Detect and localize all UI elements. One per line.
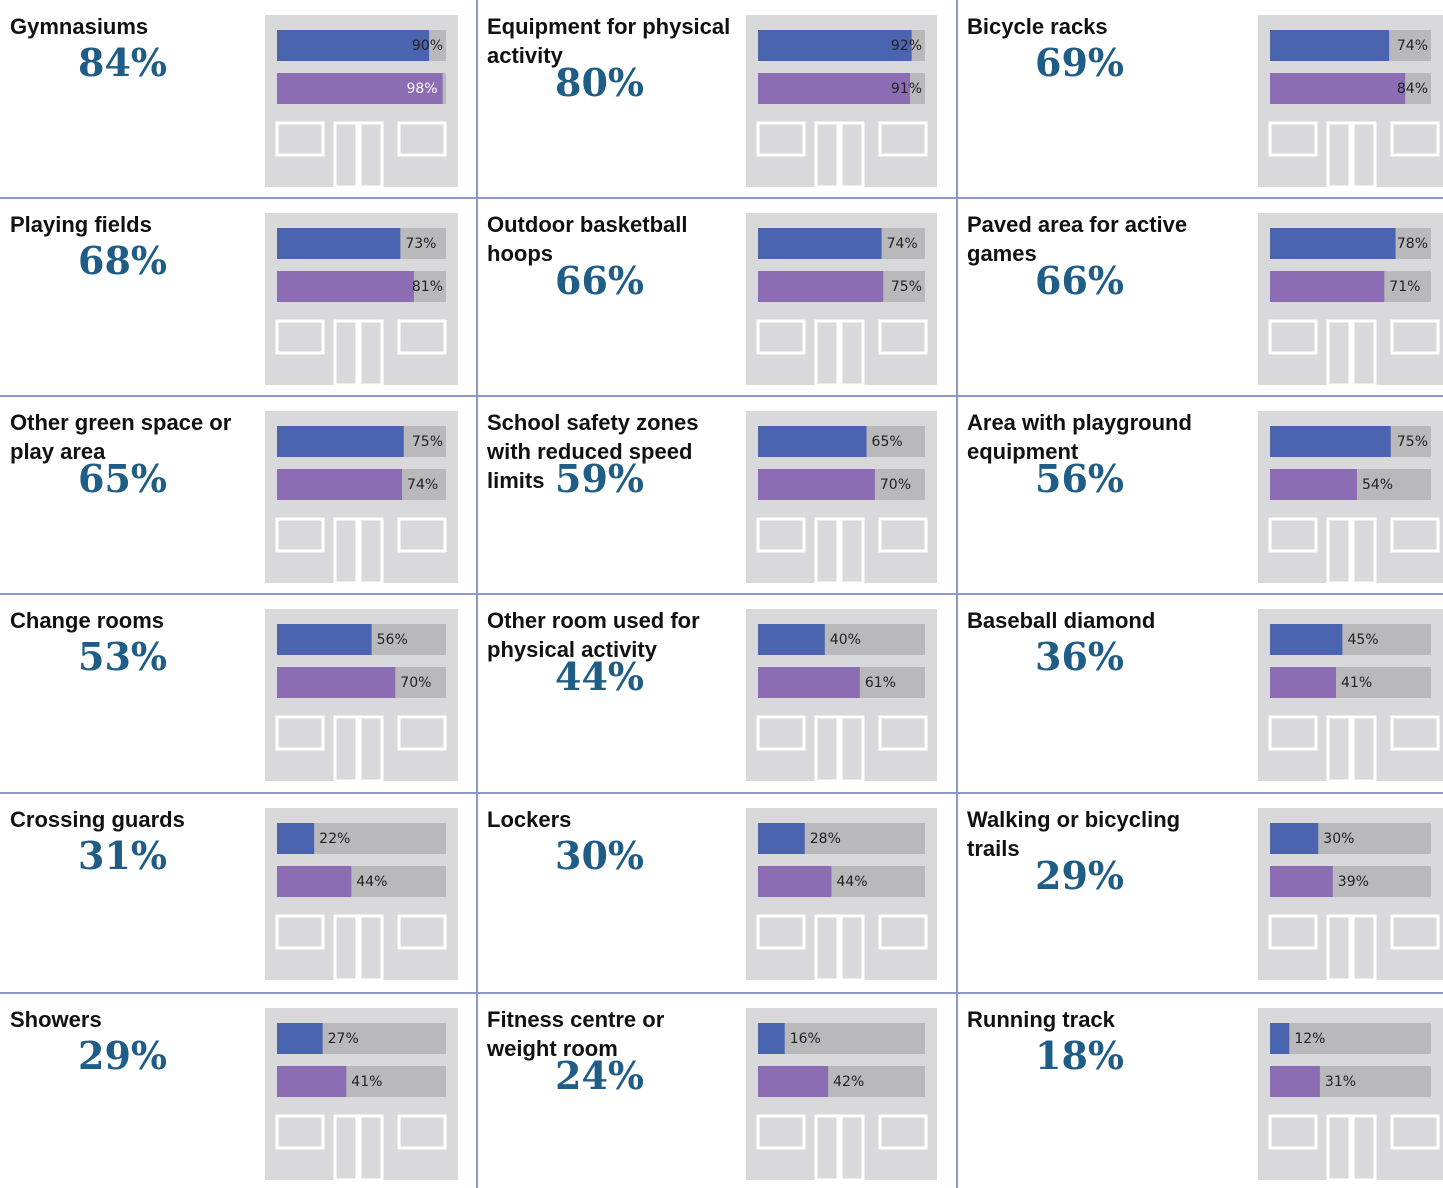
bar <box>1270 823 1318 854</box>
headline-value: 68% <box>78 238 167 283</box>
value-label: 75% <box>891 279 922 295</box>
value-label: 92% <box>891 38 922 54</box>
bar <box>277 866 351 897</box>
bar <box>758 30 912 61</box>
bar <box>1270 1066 1320 1097</box>
bar <box>758 469 875 500</box>
bar <box>758 667 860 698</box>
bar <box>758 1066 828 1097</box>
panel-title: Change rooms <box>10 606 260 635</box>
headline-value: 59% <box>555 456 644 501</box>
value-label: 91% <box>891 81 922 97</box>
bar <box>1270 271 1384 302</box>
bar <box>758 73 910 104</box>
panel-title: Lockers <box>487 805 737 834</box>
value-label: 65% <box>872 434 903 450</box>
bar <box>758 271 883 302</box>
panel-title: Bicycle racks <box>967 12 1217 41</box>
panel-title: Running track <box>967 1005 1217 1034</box>
value-label: 30% <box>1323 831 1354 847</box>
value-label: 16% <box>790 1031 821 1047</box>
headline-value: 56% <box>1035 456 1124 501</box>
panel-title: Crossing guards <box>10 805 260 834</box>
headline-value: 53% <box>78 634 167 679</box>
headline-value: 84% <box>78 40 167 85</box>
value-label: 74% <box>407 477 438 493</box>
value-label: 71% <box>1389 279 1420 295</box>
bar <box>758 823 805 854</box>
panel-title: Playing fields <box>10 210 260 239</box>
bar <box>277 30 429 61</box>
headline-value: 80% <box>555 60 644 105</box>
value-label: 27% <box>328 1031 359 1047</box>
bar <box>1270 1023 1289 1054</box>
value-label: 78% <box>1397 236 1428 252</box>
value-label: 44% <box>836 874 867 890</box>
value-label: 70% <box>880 477 911 493</box>
value-label: 61% <box>865 675 896 691</box>
headline-value: 31% <box>78 833 167 878</box>
value-label: 56% <box>377 632 408 648</box>
bar <box>277 426 404 457</box>
value-label: 90% <box>412 38 443 54</box>
headline-value: 30% <box>555 833 644 878</box>
bar <box>277 624 372 655</box>
headline-value: 36% <box>1035 634 1124 679</box>
bar <box>1270 866 1333 897</box>
value-label: 74% <box>887 236 918 252</box>
bar <box>758 1023 785 1054</box>
value-label: 28% <box>810 831 841 847</box>
value-label: 74% <box>1397 38 1428 54</box>
value-label: 75% <box>1397 434 1428 450</box>
bar <box>1270 624 1342 655</box>
value-label: 75% <box>412 434 443 450</box>
bar <box>758 624 825 655</box>
value-label: 39% <box>1338 874 1369 890</box>
bar <box>1270 228 1396 259</box>
headline-value: 29% <box>78 1033 167 1078</box>
value-label: 44% <box>356 874 387 890</box>
panel-title: Baseball diamond <box>967 606 1217 635</box>
headline-value: 66% <box>1035 258 1124 303</box>
value-label: 40% <box>830 632 861 648</box>
headline-value: 66% <box>555 258 644 303</box>
value-label: 31% <box>1325 1074 1356 1090</box>
value-label: 22% <box>319 831 350 847</box>
panel-title: Showers <box>10 1005 260 1034</box>
bar <box>277 228 400 259</box>
bar <box>1270 30 1389 61</box>
value-label: 12% <box>1294 1031 1325 1047</box>
bar <box>1270 426 1391 457</box>
headline-value: 24% <box>555 1053 644 1098</box>
value-label: 98% <box>406 81 437 97</box>
bar <box>1270 73 1405 104</box>
bar <box>1270 667 1336 698</box>
bar <box>758 228 882 259</box>
bar <box>277 667 395 698</box>
value-label: 45% <box>1347 632 1378 648</box>
panel-title: Gymnasiums <box>10 12 260 41</box>
bar <box>1270 469 1357 500</box>
value-label: 41% <box>1341 675 1372 691</box>
bar <box>277 271 414 302</box>
value-label: 42% <box>833 1074 864 1090</box>
infographic: 90% 98% 92% 91% 74% 84% 73% 81% 74% 75% 78% 71% 75% 7… <box>0 0 1443 1188</box>
value-label: 70% <box>400 675 431 691</box>
headline-value: 65% <box>78 456 167 501</box>
value-label: 81% <box>412 279 443 295</box>
headline-value: 69% <box>1035 40 1124 85</box>
bar <box>277 469 402 500</box>
bar <box>758 426 867 457</box>
headline-value: 18% <box>1035 1033 1124 1078</box>
bar <box>758 866 831 897</box>
value-label: 41% <box>351 1074 382 1090</box>
value-label: 73% <box>405 236 436 252</box>
bar <box>277 1066 346 1097</box>
value-label: 54% <box>1362 477 1393 493</box>
headline-value: 29% <box>1035 853 1124 898</box>
bar <box>277 1023 323 1054</box>
value-label: 84% <box>1397 81 1428 97</box>
headline-value: 44% <box>555 654 644 699</box>
bar <box>277 823 314 854</box>
